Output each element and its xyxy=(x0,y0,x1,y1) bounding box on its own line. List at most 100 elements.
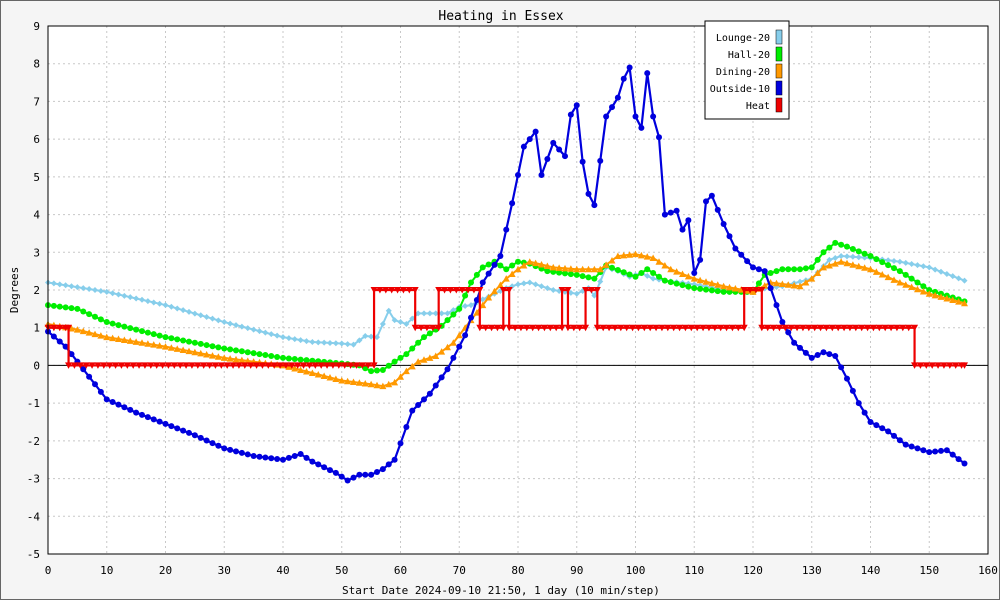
data-point-hall-20 xyxy=(456,305,463,312)
data-point-lounge-20 xyxy=(162,302,169,309)
data-point-dining-20 xyxy=(749,288,757,295)
data-point-dining-20 xyxy=(778,280,786,287)
data-point-heat xyxy=(676,324,684,332)
data-point-heat xyxy=(611,324,619,332)
data-point-outside-10 xyxy=(679,226,686,233)
data-point-outside-10 xyxy=(961,460,968,467)
data-point-lounge-20 xyxy=(191,310,198,317)
data-point-outside-10 xyxy=(297,451,304,458)
data-point-heat xyxy=(811,324,819,332)
data-point-dining-20 xyxy=(726,283,733,291)
data-point-hall-20 xyxy=(186,338,192,345)
data-point-heat xyxy=(452,287,460,294)
data-point-heat xyxy=(170,362,178,369)
data-point-outside-10 xyxy=(938,447,944,454)
data-point-heat xyxy=(817,324,825,332)
data-point-outside-10 xyxy=(68,351,75,358)
data-point-outside-10 xyxy=(144,414,151,421)
data-point-hall-20 xyxy=(497,262,504,269)
data-point-outside-10 xyxy=(303,454,310,461)
data-point-lounge-20 xyxy=(186,308,192,315)
data-point-outside-10 xyxy=(838,364,845,371)
data-point-heat xyxy=(411,287,419,294)
data-point-outside-10 xyxy=(920,447,927,454)
data-point-dining-20 xyxy=(314,370,322,378)
data-point-dining-20 xyxy=(890,276,898,283)
y-axis-label: Degrees xyxy=(8,267,21,313)
data-point-dining-20 xyxy=(702,278,710,285)
data-point-lounge-20 xyxy=(315,339,322,346)
data-point-lounge-20 xyxy=(50,280,57,287)
data-point-heat xyxy=(875,324,883,332)
data-point-outside-10 xyxy=(562,153,568,160)
data-point-lounge-20 xyxy=(908,260,915,267)
data-point-hall-20 xyxy=(544,268,551,275)
data-point-outside-10 xyxy=(139,411,145,418)
data-point-dining-20 xyxy=(226,355,234,362)
legend: Lounge-20 Hall-20 Dining-20 Outside-10 Heat xyxy=(704,20,790,120)
data-point-outside-10 xyxy=(914,445,921,452)
data-point-dining-20 xyxy=(855,262,863,270)
data-point-outside-10 xyxy=(520,143,527,150)
data-point-dining-20 xyxy=(373,381,381,389)
data-point-outside-10 xyxy=(779,319,786,326)
data-point-hall-20 xyxy=(703,286,709,293)
data-point-heat xyxy=(593,324,601,332)
data-point-outside-10 xyxy=(932,448,939,455)
x-tick-label: 90 xyxy=(570,564,583,577)
data-point-heat xyxy=(681,324,689,332)
x-tick-label: 20 xyxy=(159,564,172,577)
data-point-heat xyxy=(646,324,654,332)
data-point-hall-20 xyxy=(426,330,433,337)
data-point-outside-10 xyxy=(873,422,880,429)
data-point-heat xyxy=(770,324,778,332)
data-point-outside-10 xyxy=(620,75,627,82)
data-point-hall-20 xyxy=(503,266,510,273)
y-tick-label: 9 xyxy=(33,20,40,33)
x-tick-label: 0 xyxy=(45,564,52,577)
data-point-dining-20 xyxy=(532,259,540,267)
data-point-hall-20 xyxy=(802,265,809,272)
data-point-lounge-20 xyxy=(421,310,427,317)
data-point-lounge-20 xyxy=(838,253,845,260)
data-point-dining-20 xyxy=(843,259,851,267)
data-point-heat xyxy=(916,362,924,369)
data-point-dining-20 xyxy=(679,270,686,277)
data-point-heat xyxy=(593,287,601,294)
data-point-hall-20 xyxy=(109,320,116,327)
data-point-outside-10 xyxy=(650,113,657,120)
data-point-outside-10 xyxy=(732,245,739,252)
data-point-hall-20 xyxy=(609,264,615,271)
data-point-hall-20 xyxy=(785,266,792,273)
data-point-lounge-20 xyxy=(797,278,803,285)
data-point-dining-20 xyxy=(179,346,187,353)
data-point-dining-20 xyxy=(896,278,904,286)
data-point-heat xyxy=(56,324,64,332)
data-point-heat xyxy=(764,324,772,332)
data-point-heat xyxy=(141,362,149,369)
data-point-hall-20 xyxy=(562,270,568,277)
data-point-hall-20 xyxy=(885,262,892,269)
data-point-hall-20 xyxy=(556,269,563,276)
legend-swatch-outside-10 xyxy=(775,80,783,96)
data-point-heat xyxy=(693,324,701,332)
data-point-heat xyxy=(70,362,78,369)
y-tick-label: 2 xyxy=(33,284,40,297)
data-point-dining-20 xyxy=(420,356,428,363)
data-point-outside-10 xyxy=(268,455,275,462)
data-point-dining-20 xyxy=(731,284,739,292)
data-point-outside-10 xyxy=(156,418,163,425)
series-group xyxy=(44,64,968,484)
data-point-hall-20 xyxy=(97,316,104,323)
data-point-outside-10 xyxy=(797,344,803,351)
x-tick-label: 120 xyxy=(743,564,763,577)
data-point-hall-20 xyxy=(168,335,175,342)
data-point-heat xyxy=(946,362,954,369)
data-point-heat xyxy=(664,324,672,332)
data-point-dining-20 xyxy=(291,364,299,372)
data-point-heat xyxy=(535,324,543,332)
data-point-heat xyxy=(793,324,801,332)
data-point-heat xyxy=(476,324,484,332)
data-point-heat xyxy=(364,362,372,369)
data-point-heat xyxy=(112,362,120,369)
